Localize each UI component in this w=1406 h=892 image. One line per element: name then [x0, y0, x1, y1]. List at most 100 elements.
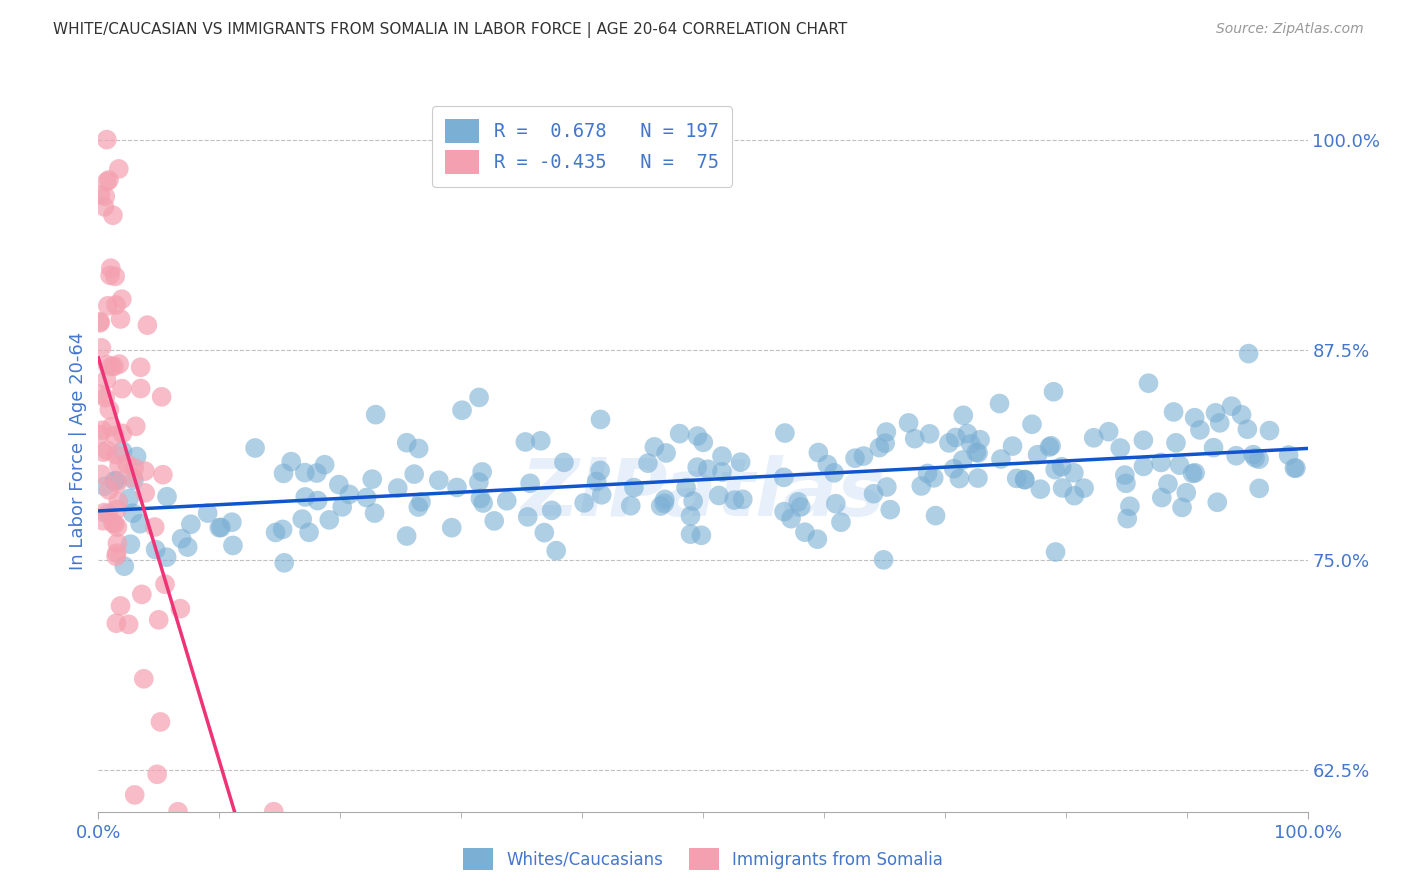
Point [910, 479, 932, 493]
Point [711, 449, 734, 463]
Point [1175, 485, 1198, 500]
Point [472, 496, 495, 510]
Legend: Whites/Caucasians, Immigrants from Somalia: Whites/Caucasians, Immigrants from Somal… [457, 842, 949, 877]
Point [589, 412, 612, 426]
Point [98, 173, 121, 187]
Point [152, 467, 174, 482]
Point [273, 556, 295, 570]
Point [1206, 495, 1229, 509]
Point [111, 292, 134, 306]
Point [1171, 500, 1194, 515]
Point [96, 373, 118, 387]
Point [307, 493, 329, 508]
Point [98, 402, 121, 417]
Point [264, 525, 287, 540]
Point [1230, 408, 1253, 422]
Point [1188, 423, 1211, 437]
Point [105, 448, 128, 462]
Point [938, 436, 960, 450]
Point [484, 514, 506, 528]
Point [815, 458, 838, 472]
Point [107, 494, 129, 508]
Point [707, 488, 730, 502]
Point [93, 445, 115, 459]
Point [470, 491, 492, 506]
Point [990, 452, 1012, 467]
Point [572, 496, 595, 510]
Point [243, 441, 266, 455]
Point [1236, 422, 1258, 436]
Point [1241, 448, 1264, 462]
Point [105, 502, 128, 516]
Point [1063, 489, 1085, 503]
Point [131, 587, 153, 601]
Point [620, 499, 643, 513]
Point [637, 456, 659, 470]
Point [146, 767, 169, 781]
Point [89, 427, 111, 442]
Point [696, 462, 718, 476]
Point [134, 486, 156, 500]
Point [222, 538, 245, 552]
Point [314, 458, 336, 472]
Point [1132, 459, 1154, 474]
Point [897, 416, 920, 430]
Point [948, 471, 970, 485]
Point [104, 516, 127, 531]
Point [1040, 439, 1063, 453]
Point [111, 426, 134, 441]
Point [101, 208, 124, 222]
Point [93, 506, 115, 520]
Point [591, 488, 613, 502]
Point [1001, 439, 1024, 453]
Point [686, 460, 709, 475]
Point [1005, 471, 1028, 485]
Point [945, 430, 967, 444]
Point [1026, 448, 1049, 462]
Point [221, 515, 243, 529]
Point [868, 441, 890, 455]
Point [427, 473, 450, 487]
Point [408, 500, 430, 514]
Point [404, 467, 426, 482]
Point [105, 616, 128, 631]
Point [93, 479, 115, 493]
Point [1021, 417, 1043, 432]
Point [361, 472, 384, 486]
Point [89, 188, 111, 202]
Point [643, 440, 665, 454]
Point [120, 537, 142, 551]
Point [395, 529, 418, 543]
Point [918, 426, 941, 441]
Point [125, 450, 148, 464]
Point [271, 523, 294, 537]
Point [917, 467, 939, 481]
Point [170, 532, 193, 546]
Point [675, 481, 697, 495]
Point [96, 133, 118, 147]
Point [650, 499, 672, 513]
Point [121, 506, 143, 520]
Point [794, 525, 817, 540]
Point [149, 714, 172, 729]
Point [107, 536, 129, 550]
Point [872, 553, 894, 567]
Point [1073, 481, 1095, 495]
Point [117, 617, 139, 632]
Point [156, 490, 179, 504]
Point [103, 474, 125, 488]
Point [1014, 473, 1036, 487]
Point [772, 470, 794, 484]
Point [787, 495, 810, 509]
Point [515, 434, 537, 449]
Point [105, 474, 128, 488]
Text: Source: ZipAtlas.com: Source: ZipAtlas.com [1216, 22, 1364, 37]
Point [1052, 481, 1074, 495]
Point [129, 382, 152, 396]
Point [965, 445, 987, 459]
Point [806, 532, 828, 546]
Point [730, 455, 752, 469]
Point [1258, 424, 1281, 438]
Point [1284, 461, 1306, 475]
Point [468, 475, 491, 489]
